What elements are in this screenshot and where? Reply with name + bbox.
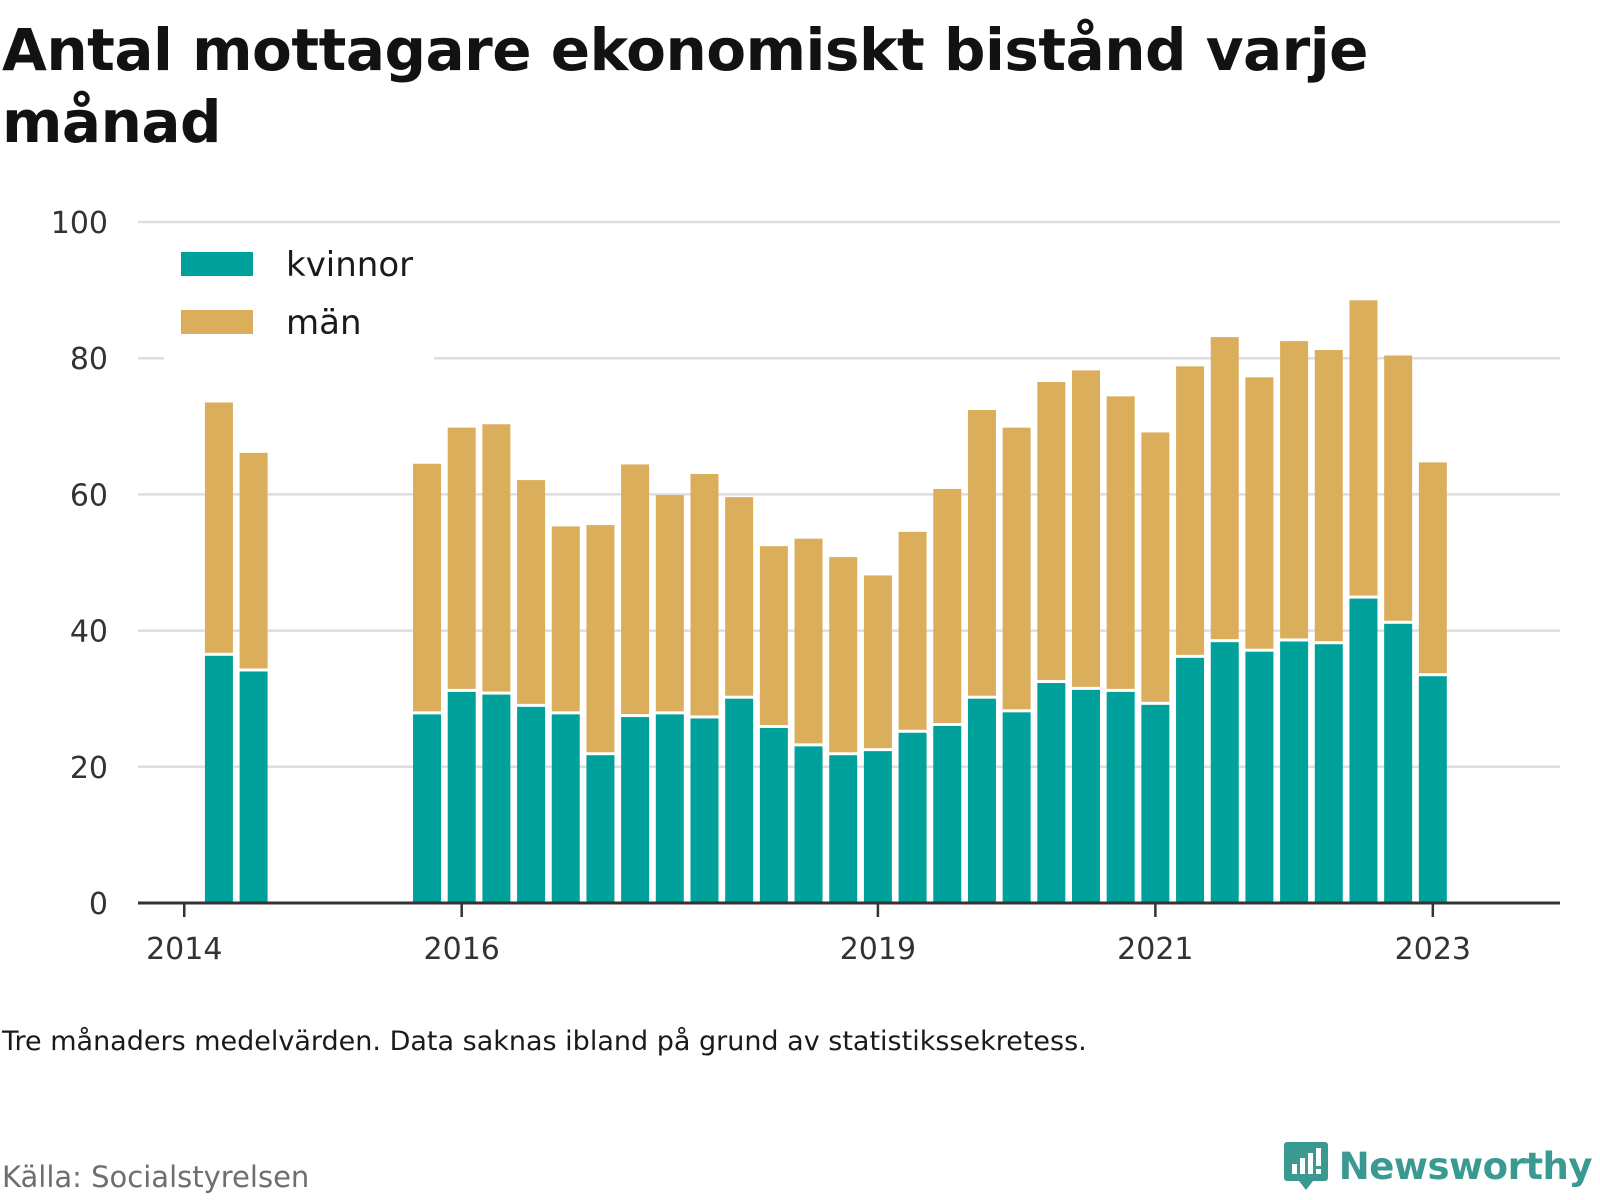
x-tick-label: 2014 <box>146 932 222 967</box>
bar-kvinnor <box>1349 598 1378 903</box>
y-tick-label: 100 <box>51 206 108 241</box>
bar-man <box>1418 462 1447 674</box>
bar-man <box>1002 427 1031 710</box>
source-text: Källa: Socialstyrelsen <box>2 1160 310 1194</box>
axes: 0 20 40 60 80 100 2014 2016 2019 2021 2023 <box>51 206 1560 967</box>
bar-man <box>1106 396 1135 689</box>
bar-kvinnor <box>1037 683 1066 903</box>
bar-kvinnor <box>1245 651 1274 903</box>
y-tick-label: 20 <box>70 751 108 786</box>
bar-man <box>1210 337 1239 640</box>
legend: kvinnor män <box>164 245 434 360</box>
bar-kvinnor <box>898 732 927 903</box>
bar-man <box>898 531 927 730</box>
bar-kvinnor <box>413 714 442 903</box>
bar-man <box>239 452 268 669</box>
bar-man <box>1037 382 1066 681</box>
legend-swatch-kvinnor <box>181 252 253 276</box>
bar-man <box>1245 377 1274 649</box>
bar-chart: 0 20 40 60 80 100 2014 2016 2019 2021 2023 kvinnor… <box>51 206 1560 967</box>
bar-man <box>1176 366 1205 655</box>
bar-kvinnor <box>1072 689 1100 903</box>
bar-man <box>482 424 511 692</box>
bar-kvinnor <box>621 717 650 903</box>
bar-kvinnor <box>482 694 511 903</box>
bar-kvinnor <box>1280 641 1309 903</box>
bar-man <box>551 526 580 712</box>
bar-man <box>621 464 650 715</box>
bar-man <box>1141 432 1170 702</box>
bar-man <box>517 480 546 704</box>
bar-man <box>655 495 684 712</box>
bar-kvinnor <box>517 706 546 903</box>
y-tick-label: 40 <box>70 615 108 650</box>
bar-kvinnor <box>690 718 719 903</box>
bar-man <box>967 409 996 696</box>
bar-kvinnor <box>1002 712 1031 903</box>
bar-man <box>933 488 962 723</box>
bar-kvinnor <box>1106 691 1135 903</box>
bar-man <box>829 557 858 753</box>
legend-swatch-man <box>181 310 253 334</box>
bar-man <box>1384 355 1413 621</box>
bar-kvinnor <box>967 698 996 903</box>
bar-man <box>690 473 719 716</box>
bar-kvinnor <box>1141 704 1170 903</box>
chart-title: Antal mottagare ekonomiskt bistånd varje… <box>2 16 1369 156</box>
bar-man <box>759 546 788 725</box>
bar-man <box>725 497 754 696</box>
bar-man <box>586 525 615 753</box>
x-tick-label: 2023 <box>1395 932 1471 967</box>
bar-kvinnor <box>655 714 684 903</box>
bar-man <box>1072 370 1100 687</box>
y-tick-label: 80 <box>70 342 108 377</box>
bar-kvinnor <box>551 714 580 903</box>
bar-kvinnor <box>1418 676 1447 903</box>
bar-man <box>1314 350 1343 642</box>
brand-name: Newsworthy <box>1338 1144 1593 1188</box>
y-tick-label: 60 <box>70 478 108 513</box>
bar-man <box>447 427 476 689</box>
legend-label-man: män <box>286 303 362 343</box>
bar-kvinnor <box>586 755 615 903</box>
bar-kvinnor <box>447 691 476 903</box>
bar-kvinnor <box>933 725 962 903</box>
y-tick-label: 0 <box>89 887 108 922</box>
legend-label-kvinnor: kvinnor <box>286 245 413 285</box>
bar-man <box>204 402 233 653</box>
bar-kvinnor <box>759 727 788 903</box>
bar-chart-logo-icon <box>1283 1142 1328 1190</box>
bar-man <box>794 538 823 744</box>
bar-kvinnor <box>204 655 233 903</box>
bar-kvinnor <box>794 746 823 903</box>
brand-logo: Newsworthy <box>1283 1140 1593 1192</box>
bar-kvinnor <box>1210 642 1239 903</box>
bar-kvinnor <box>1176 657 1205 903</box>
bar-kvinnor <box>1314 644 1343 903</box>
x-tick-label: 2021 <box>1117 932 1193 967</box>
bar-kvinnor <box>863 751 892 903</box>
bar-kvinnor <box>829 755 858 903</box>
x-tick-label: 2016 <box>424 932 500 967</box>
bar-man <box>1349 300 1378 596</box>
bar-kvinnor <box>725 698 754 903</box>
bar-man <box>863 575 892 749</box>
bars <box>204 300 1447 903</box>
chart-note: Tre månaders medelvärden. Data saknas ib… <box>2 1026 1087 1057</box>
x-tick-label: 2019 <box>840 932 916 967</box>
bar-kvinnor <box>1384 623 1413 903</box>
bar-kvinnor <box>239 671 268 903</box>
bar-man <box>413 463 442 712</box>
bar-man <box>1280 341 1309 639</box>
